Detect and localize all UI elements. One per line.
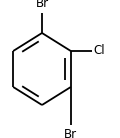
Text: Cl: Cl	[94, 44, 105, 58]
Text: Br: Br	[64, 128, 77, 138]
Text: Br: Br	[35, 0, 49, 10]
